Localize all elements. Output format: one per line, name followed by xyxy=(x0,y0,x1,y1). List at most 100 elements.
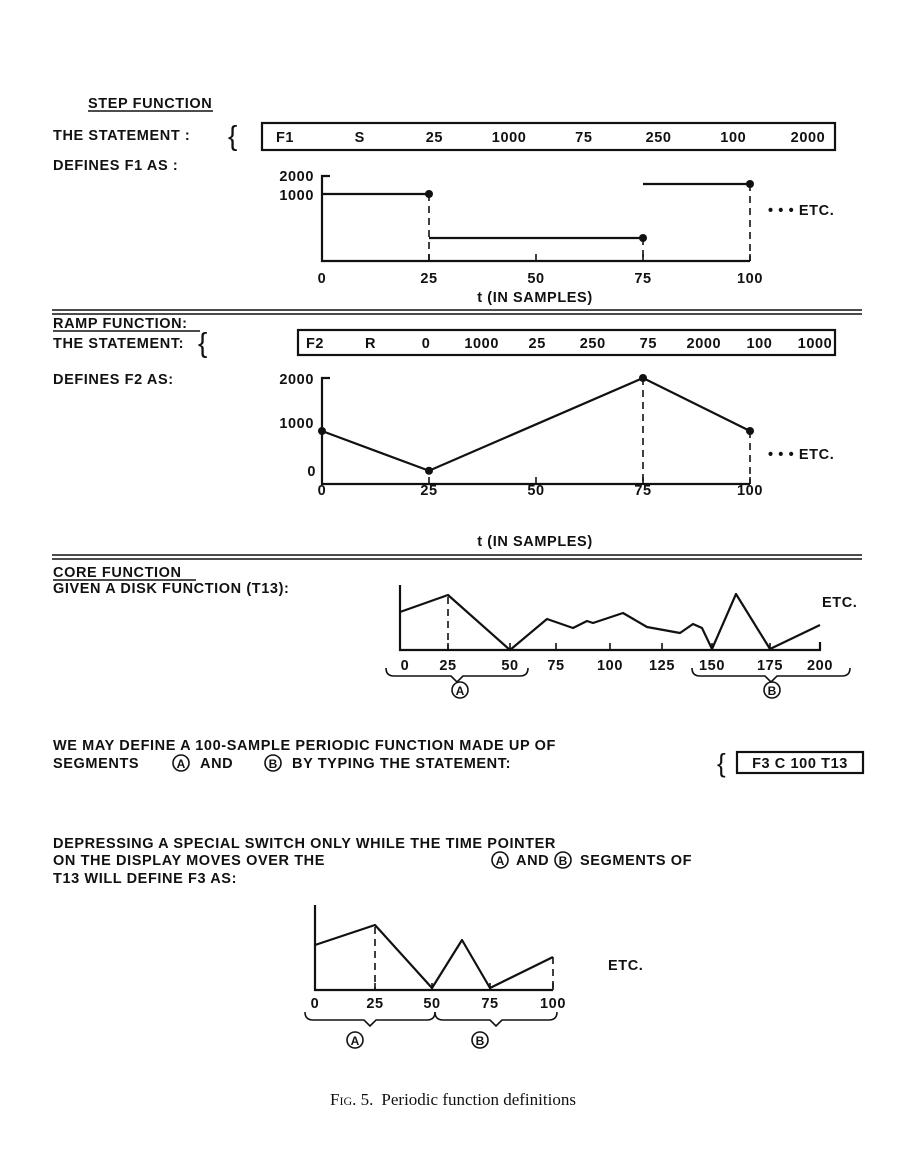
ramp-statement-label: THE STATEMENT: xyxy=(53,336,184,352)
step-brace: { xyxy=(228,120,238,151)
x-tick-label: 0 xyxy=(318,483,327,499)
statement-token: 25 xyxy=(426,130,443,146)
y-tick-label: 2000 xyxy=(279,372,314,388)
core-para2-line2b: SEGMENTS OF xyxy=(580,853,692,869)
circle xyxy=(491,851,509,869)
segment-a-marker: A xyxy=(172,754,190,772)
circle xyxy=(763,681,781,699)
statement-token: 75 xyxy=(575,130,592,146)
x-tick-label: 150 xyxy=(699,658,725,674)
step-xlabel: t (IN SAMPLES) xyxy=(477,290,593,306)
statement-token: R xyxy=(365,336,376,352)
core-given-label: GIVEN A DISK FUNCTION (T13): xyxy=(53,581,289,597)
circled-letter: A xyxy=(456,684,465,698)
circle xyxy=(172,754,190,772)
statement-token: 25 xyxy=(529,336,546,352)
circle xyxy=(346,1031,364,1049)
circle xyxy=(554,851,572,869)
x-tick-label: 100 xyxy=(597,658,623,674)
y-tick-label: 2000 xyxy=(279,169,314,185)
x-tick-label: 75 xyxy=(481,996,498,1012)
ramp-heading: RAMP FUNCTION: xyxy=(53,316,188,332)
statement-token: 100 xyxy=(746,336,772,352)
core-para2-line3: T13 WILL DEFINE F3 AS: xyxy=(53,871,237,887)
x-tick-label: 25 xyxy=(439,658,456,674)
disk-function-chart: 0 25 50 75 100 125 150 175 200 A B xyxy=(385,585,851,699)
x-tick-label: 100 xyxy=(737,271,763,287)
brace xyxy=(304,1011,436,1028)
ramp-etc: • • • ETC. xyxy=(768,447,834,463)
axes xyxy=(320,376,750,486)
statement-token: F1 xyxy=(276,130,294,146)
x-tick-label: 0 xyxy=(311,996,320,1012)
figure-caption: Fig. 5. Periodic function definitions xyxy=(330,1090,576,1109)
statement-token: 2000 xyxy=(791,130,826,146)
core-statement-box xyxy=(735,750,865,775)
circled-letter: B xyxy=(476,1034,485,1048)
ramp-chart: 0 25 50 75 100 2000 1000 0 xyxy=(279,372,763,499)
circled-letter: B xyxy=(768,684,777,698)
ramp-brace: { xyxy=(198,327,208,358)
x-tick-label: 75 xyxy=(634,483,651,499)
x-tick-label: 50 xyxy=(501,658,518,674)
ramp-statement: F2 R 0 1000 25 250 75 2000 100 1000 xyxy=(306,336,832,352)
core-para2-line2and: AND xyxy=(516,853,549,869)
core-brace: { xyxy=(717,748,726,778)
x-tick-label: 200 xyxy=(807,658,833,674)
brace xyxy=(434,1011,558,1028)
core-statement: F3 C 100 T13 xyxy=(752,756,848,772)
circle xyxy=(264,754,282,772)
circled-letter: B xyxy=(269,757,278,771)
f3-result-chart: 0 25 50 75 100 A B xyxy=(304,905,566,1049)
core-heading: CORE FUNCTION xyxy=(53,565,182,581)
disk-curve xyxy=(399,592,821,652)
core-text-line1: WE MAY DEFINE A 100-SAMPLE PERIODIC FUNC… xyxy=(53,738,556,754)
ramp-statement-box xyxy=(296,328,837,357)
caption-text: Periodic function definitions xyxy=(381,1090,576,1109)
core-text-line2a: SEGMENTS xyxy=(53,756,139,772)
statement-token: 1000 xyxy=(492,130,527,146)
statement-token: S xyxy=(355,130,365,146)
core-etc: ETC. xyxy=(822,595,857,611)
x-tick-label: 50 xyxy=(527,483,544,499)
statement-token: 0 xyxy=(422,336,431,352)
core-para2-line1: DEPRESSING A SPECIAL SWITCH ONLY WHILE T… xyxy=(53,836,556,852)
statement-token: 2000 xyxy=(687,336,722,352)
core-text-line2and: AND xyxy=(200,756,233,772)
y-tick-label: 1000 xyxy=(279,416,314,432)
caption-fig: Fig. 5. xyxy=(330,1090,373,1109)
circle xyxy=(471,1031,489,1049)
x-tick-label: 25 xyxy=(366,996,383,1012)
circled-letter: A xyxy=(177,757,186,771)
segment-a-marker: A xyxy=(491,851,509,869)
x-tick-label: 25 xyxy=(420,483,437,499)
statement-token: 250 xyxy=(580,336,606,352)
circled-letter: A xyxy=(496,854,505,868)
circle xyxy=(451,681,469,699)
data-point xyxy=(318,427,326,435)
segment-b-marker: B xyxy=(554,851,572,869)
x-tick-label: 100 xyxy=(737,483,763,499)
ramp-xlabel: t (IN SAMPLES) xyxy=(477,534,593,550)
segment-b-marker: B xyxy=(264,754,282,772)
x-tick-label: 175 xyxy=(757,658,783,674)
step-chart: 0 25 50 75 100 2000 1000 xyxy=(279,169,763,287)
x-tick-label: 125 xyxy=(649,658,675,674)
x-tick-label: 100 xyxy=(540,996,566,1012)
statement-token: 1000 xyxy=(464,336,499,352)
circled-letter: B xyxy=(559,854,568,868)
y-tick-label: 0 xyxy=(307,464,316,480)
step-defines-label: DEFINES F1 AS : xyxy=(53,158,178,174)
ramp-line xyxy=(321,376,751,472)
statement-token: 1000 xyxy=(798,336,833,352)
data-point xyxy=(425,466,433,475)
x-tick-label: 50 xyxy=(527,271,544,287)
axes xyxy=(320,174,750,263)
x-tick-label: 0 xyxy=(401,658,410,674)
axes xyxy=(313,905,553,992)
x-tick-label: 0 xyxy=(318,271,327,287)
statement-token: F2 xyxy=(306,336,324,352)
step-statement-label: THE STATEMENT : xyxy=(53,128,190,144)
step-heading: STEP FUNCTION xyxy=(88,96,212,112)
